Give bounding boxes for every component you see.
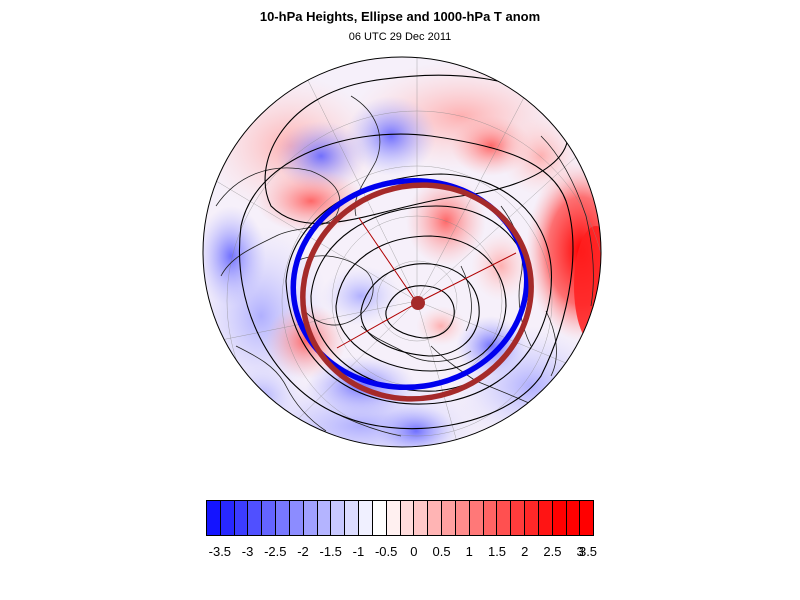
colorbar-tick-label: -2 xyxy=(297,544,309,559)
colorbar-tick-label: -0.5 xyxy=(374,544,398,559)
colorbar-cell xyxy=(566,501,581,535)
colorbar-cell xyxy=(469,501,484,535)
colorbar-tick-label: 1.5 xyxy=(487,544,507,559)
colorbar-cell xyxy=(345,501,360,535)
colorbar-cell xyxy=(497,501,512,535)
colorbar-cell xyxy=(511,501,526,535)
ellipse-center-marker xyxy=(411,296,425,310)
colorbar-cell xyxy=(372,501,387,535)
colorbar-tick-label: -1 xyxy=(352,544,365,559)
colorbar-cell xyxy=(317,501,332,535)
colorbar-cell xyxy=(442,501,456,535)
colorbar-cell xyxy=(414,501,429,535)
polar-map-svg xyxy=(202,56,602,448)
colorbar-tick-label: -3 xyxy=(241,544,254,559)
colorbar-cell xyxy=(428,501,443,535)
colorbar-cell xyxy=(359,501,373,535)
colorbar-tick-label: -2.5 xyxy=(264,544,287,559)
colorbar xyxy=(206,500,594,536)
colorbar-cell xyxy=(580,501,594,535)
colorbar-tick-label: 2.5 xyxy=(543,544,562,559)
colorbar-cell xyxy=(525,501,539,535)
colorbar-cell xyxy=(220,501,235,535)
colorbar-cell xyxy=(400,501,415,535)
colorbar-cell xyxy=(552,501,567,535)
colorbar-tick-label: -1.5 xyxy=(319,544,342,559)
colorbar-cell xyxy=(289,501,304,535)
graticule xyxy=(203,57,601,447)
map-boundary xyxy=(202,56,602,448)
colorbar-tick-label: -3.5 xyxy=(208,544,232,559)
colorbar-labels: -3.5 -3 -2.5 -2 -1.5 -1 -0.5 0 0.5 1 1.5 2 2.5 3 3.5 xyxy=(206,544,598,560)
figure-subtitle: 06 UTC 29 Dec 2011 xyxy=(348,31,452,43)
colorbar-cell xyxy=(234,501,249,535)
colorbar-tick-label: 3.5 xyxy=(578,544,598,559)
colorbar-cell xyxy=(483,501,498,535)
fitted-ellipse xyxy=(290,177,530,391)
colorbar-cell xyxy=(331,501,346,535)
colorbar-tick-label: 2 xyxy=(521,544,529,559)
colorbar-cell xyxy=(248,501,263,535)
colorbar-tick-label: 3 xyxy=(576,544,584,559)
figure-title: 10-hPa Heights, Ellipse and 1000-hPa T a… xyxy=(259,9,541,24)
polar-map xyxy=(201,56,603,448)
colorbar-cell xyxy=(276,501,290,535)
colorbar-tick-label: 0.5 xyxy=(432,544,451,559)
colorbar-cell xyxy=(262,501,277,535)
reference-ellipse xyxy=(300,182,534,402)
colorbar-tick-label: 0 xyxy=(410,544,418,559)
colorbar-tick-label: 1 xyxy=(465,544,473,559)
colorbar-cell xyxy=(207,501,221,535)
colorbar-cell xyxy=(538,501,553,535)
colorbar-cell xyxy=(386,501,401,535)
colorbar-cell xyxy=(455,501,470,535)
colorbar-cell xyxy=(303,501,318,535)
